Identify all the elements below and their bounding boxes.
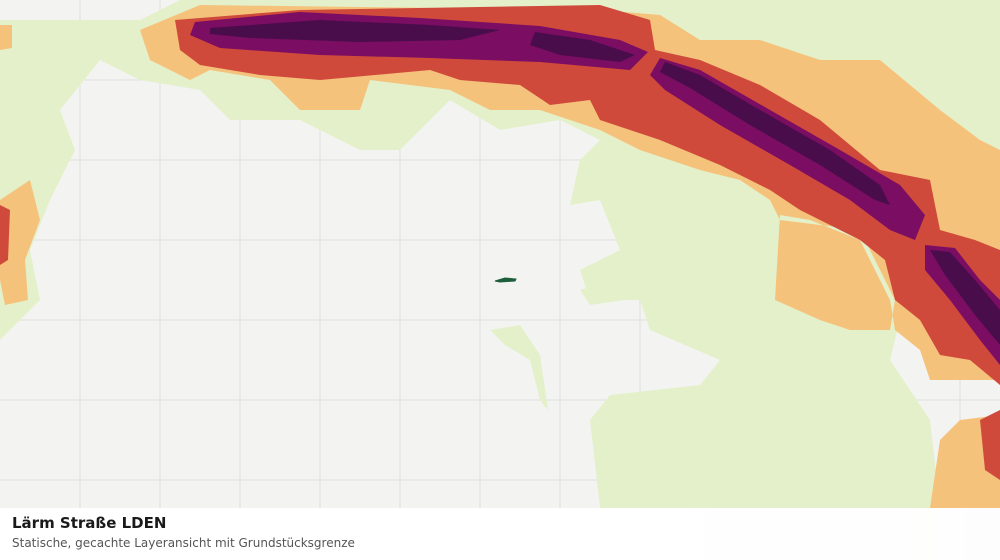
high-zone [0,205,10,265]
extreme-zone [210,20,500,42]
very-high-zone [925,245,1000,365]
extreme-zone [660,62,890,205]
layer-title: Lärm Straße LDEN [12,514,167,532]
layer-subtitle: Statische, gecachte Layeransicht mit Gru… [12,536,355,550]
medium-zone [0,25,12,50]
extreme-zone [930,250,1000,345]
map [0,0,1000,508]
caption: Lärm Straße LDEN Statische, gecachte Lay… [0,508,1000,560]
high-zone [980,410,1000,480]
noise-zone-extreme [210,20,1000,345]
low-zone [490,325,548,410]
extreme-zone [530,32,635,62]
medium-zone [0,180,40,305]
parcel-boundary [494,277,517,283]
low-zone [580,278,625,305]
